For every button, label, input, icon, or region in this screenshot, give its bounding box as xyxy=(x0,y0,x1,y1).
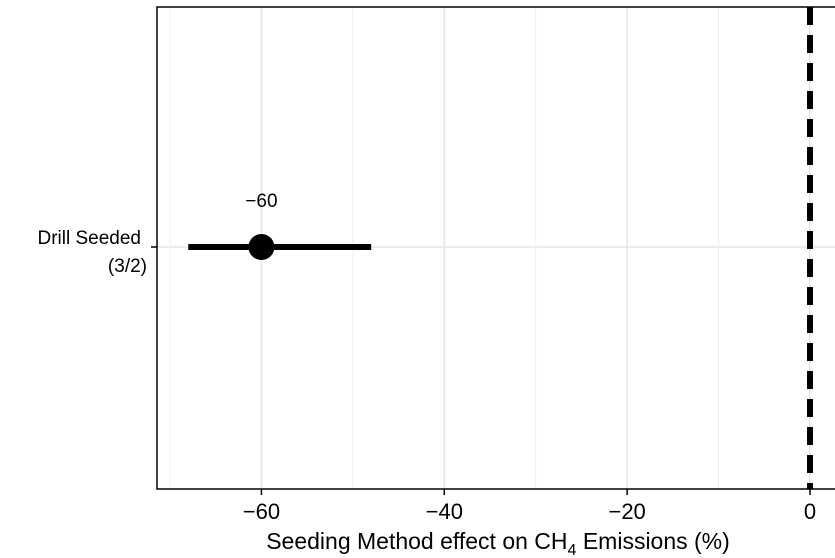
y-axis: Drill Seeded (3/2) xyxy=(38,228,157,277)
y-category-label: Drill Seeded xyxy=(38,228,142,249)
x-tick-label: −60 xyxy=(243,499,280,524)
data-marks: −60 xyxy=(188,191,372,260)
x-axis-title: Seeding Method effect on CH4 Emissions (… xyxy=(266,528,730,558)
x-axis: −60 −40 −20 0 xyxy=(243,489,816,524)
y-category-sublabel: (3/2) xyxy=(108,256,147,277)
x-tick-label: 0 xyxy=(804,499,816,524)
point-estimate xyxy=(248,234,275,260)
x-tick-label: −20 xyxy=(608,499,645,524)
x-tick-label: −40 xyxy=(426,499,463,524)
plot-panel-border xyxy=(156,6,835,490)
estimate-label: −60 xyxy=(245,191,277,212)
